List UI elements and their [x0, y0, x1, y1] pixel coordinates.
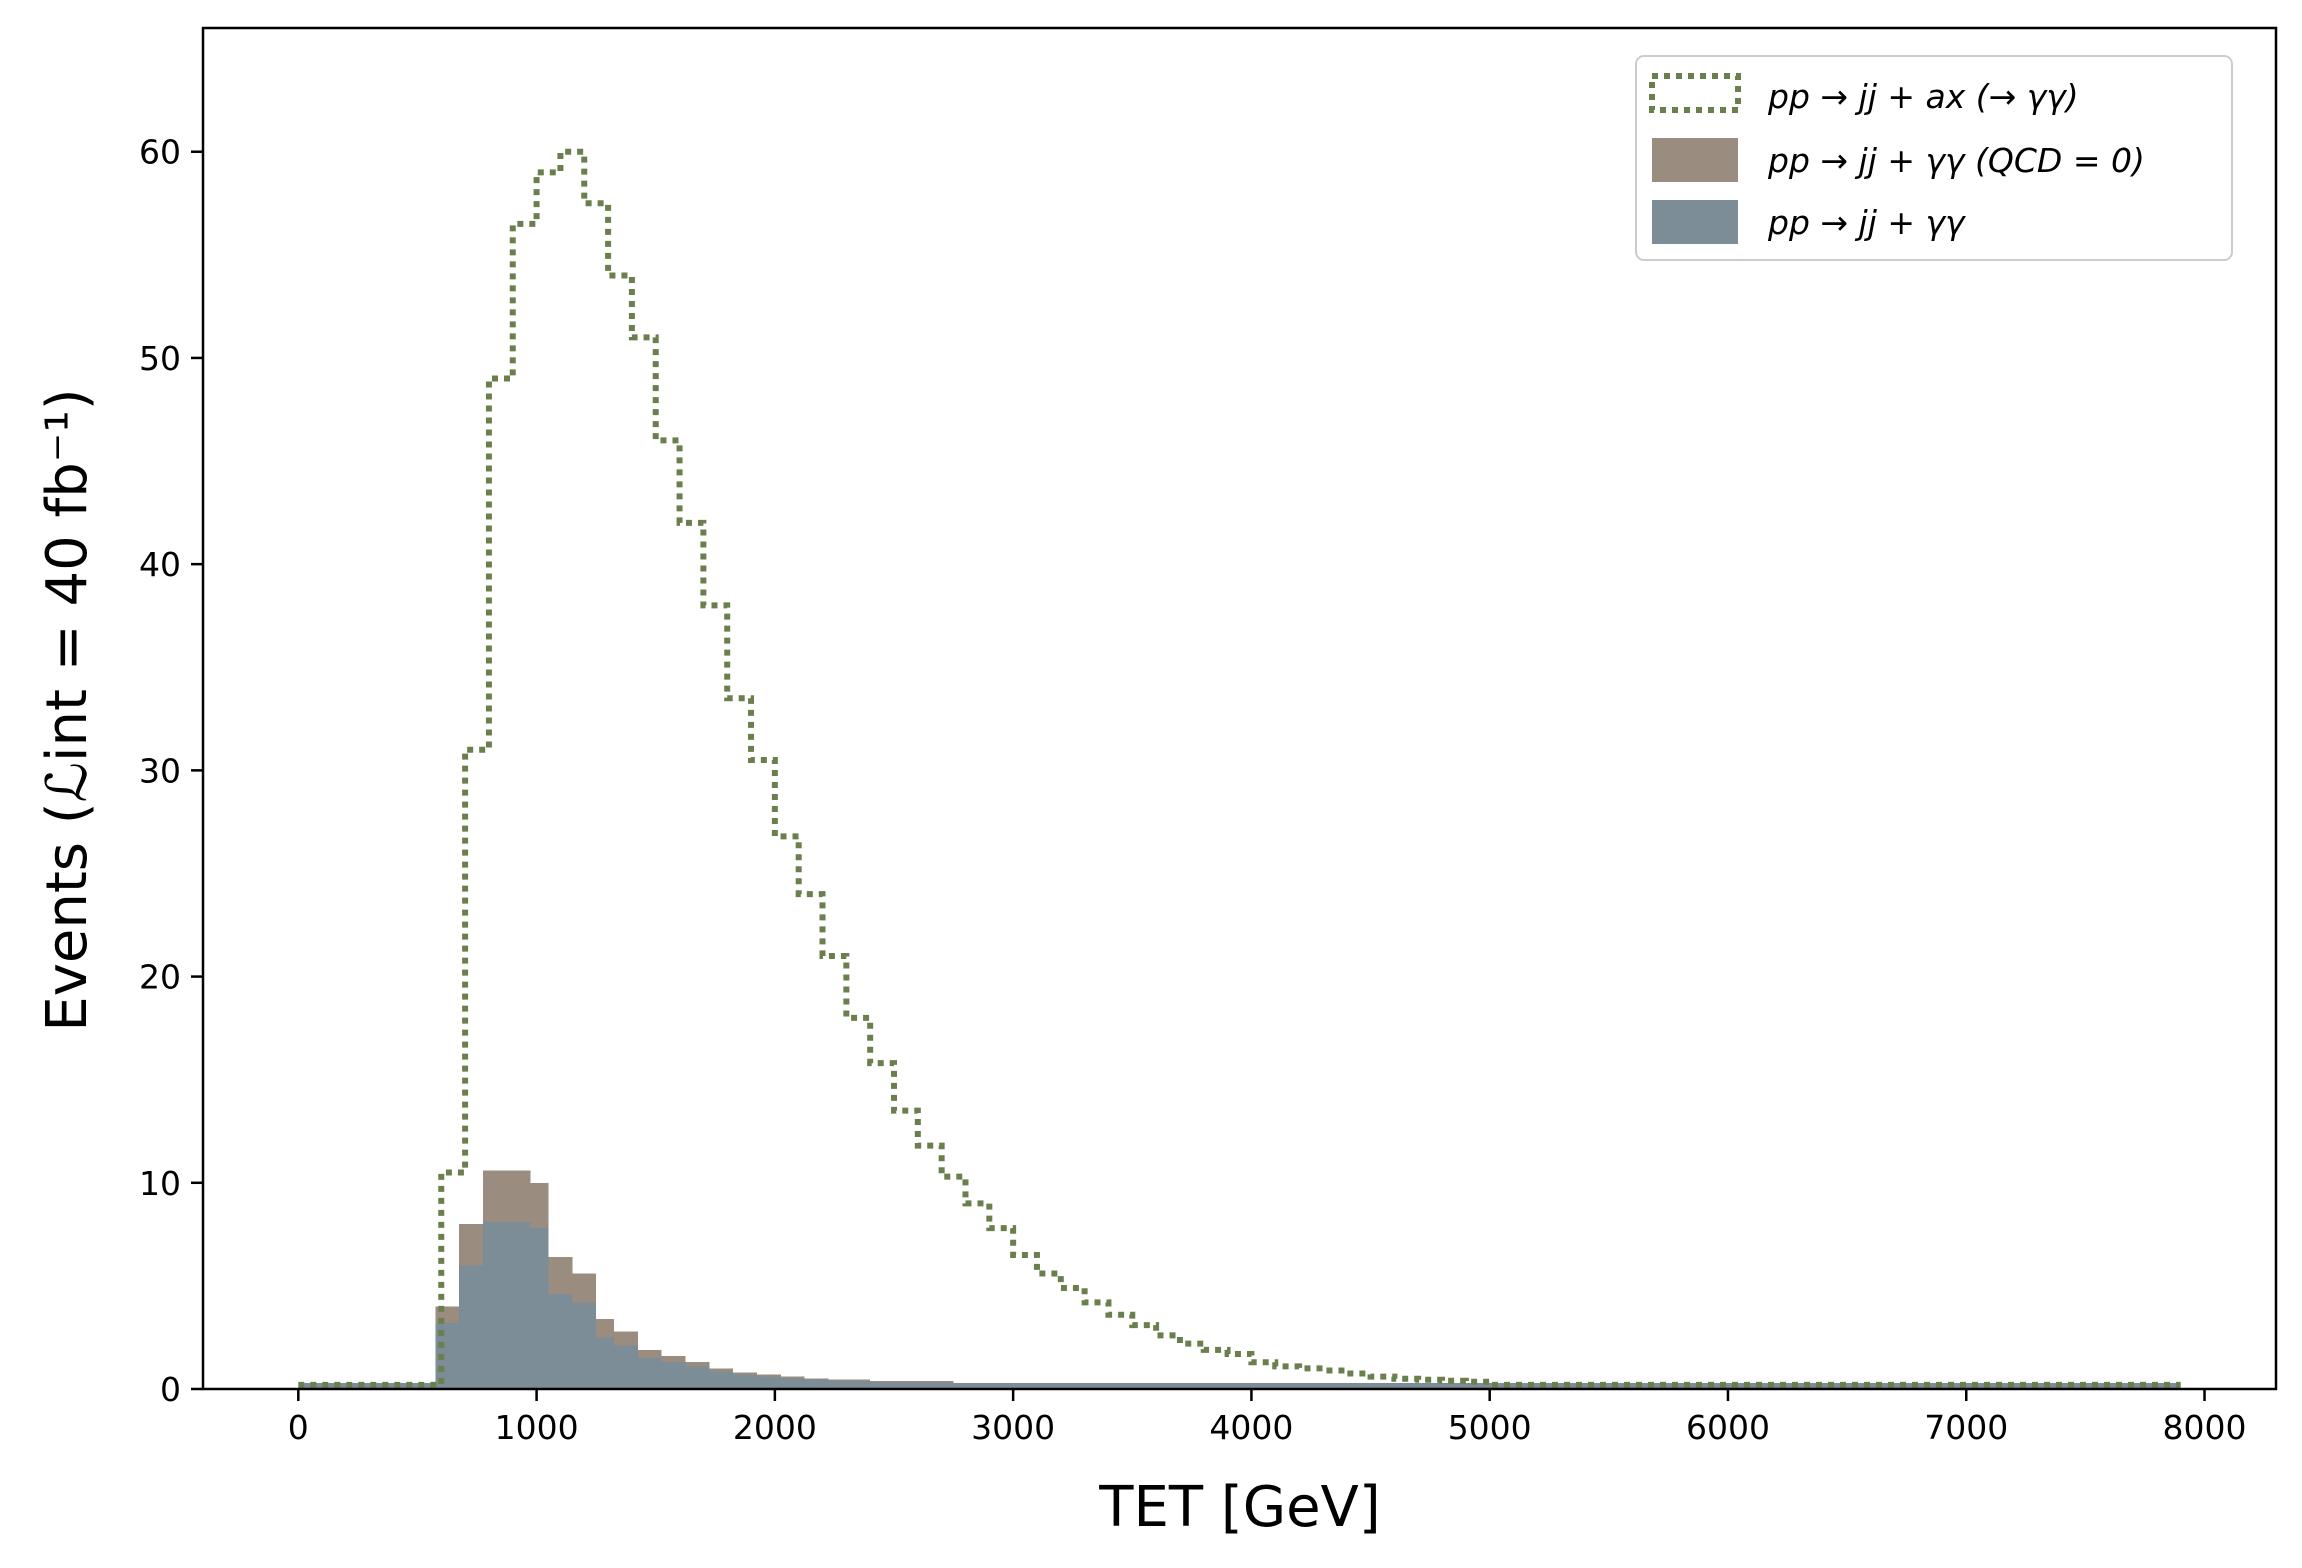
histogram-bar — [709, 1371, 734, 1389]
x-tick-label: 8000 — [2163, 1408, 2247, 1447]
histogram-bar — [435, 1323, 460, 1389]
legend-label: pp → jj + ax (→ γγ) — [1767, 77, 2079, 116]
x-tick-label: 0 — [288, 1408, 309, 1447]
legend-label: pp → jj + γγ — [1767, 203, 1966, 242]
histogram-bar — [637, 1358, 662, 1389]
plot-frame — [201, 26, 2278, 1391]
legend-swatch-filled — [1652, 138, 1738, 182]
histogram-bar — [482, 1221, 507, 1389]
histogram-bar — [804, 1379, 829, 1389]
histogram-bar — [756, 1376, 781, 1389]
legend-box — [1635, 55, 2233, 261]
y-tick-label: 20 — [139, 958, 181, 997]
x-tick-label: 6000 — [1686, 1408, 1770, 1447]
x-axis-ticks: 0 1000 2000 3000 4000 5000 6000 7000 8000 — [288, 1389, 2247, 1447]
histogram-bar — [572, 1302, 597, 1389]
y-axis-ticks: 0 10 20 30 40 50 60 — [139, 133, 203, 1409]
histogram-bar — [530, 1228, 549, 1389]
x-axis-title: TET [GeV] — [1098, 1475, 1380, 1540]
histogram-bar — [548, 1294, 573, 1389]
histogram-bar — [506, 1221, 531, 1389]
x-tick-label: 2000 — [733, 1408, 817, 1447]
histogram-bar — [828, 1380, 871, 1389]
histogram-bar — [870, 1381, 954, 1389]
legend-label: pp → jj + γγ (QCD = 0) — [1767, 141, 2145, 180]
histogram-bar — [780, 1378, 805, 1389]
histogram-bar — [298, 1382, 436, 1389]
x-tick-label: 4000 — [1209, 1408, 1293, 1447]
y-tick-label: 0 — [160, 1370, 181, 1409]
histogram-bar — [661, 1362, 686, 1389]
y-tick-label: 60 — [139, 133, 181, 172]
x-tick-label: 5000 — [1448, 1408, 1532, 1447]
y-tick-label: 50 — [139, 339, 181, 378]
legend: pp → jj + ax (→ γγ) pp → jj + γγ (QCD = 0… — [1635, 55, 2233, 261]
histogram-bar — [596, 1337, 615, 1389]
histogram-bar — [733, 1374, 757, 1389]
histogram-bar — [685, 1366, 710, 1389]
y-axis-title: Events (ℒint = 40 fb⁻¹) — [35, 388, 100, 1031]
y-tick-label: 30 — [139, 751, 181, 790]
x-tick-label: 7000 — [1924, 1408, 2008, 1447]
y-tick-label: 40 — [139, 545, 181, 584]
x-tick-label: 3000 — [971, 1408, 1055, 1447]
legend-swatch-filled — [1652, 200, 1738, 244]
y-tick-label: 10 — [139, 1164, 181, 1203]
histogram-bar — [614, 1345, 638, 1389]
x-tick-label: 1000 — [495, 1408, 579, 1447]
histogram-bar — [459, 1265, 483, 1389]
